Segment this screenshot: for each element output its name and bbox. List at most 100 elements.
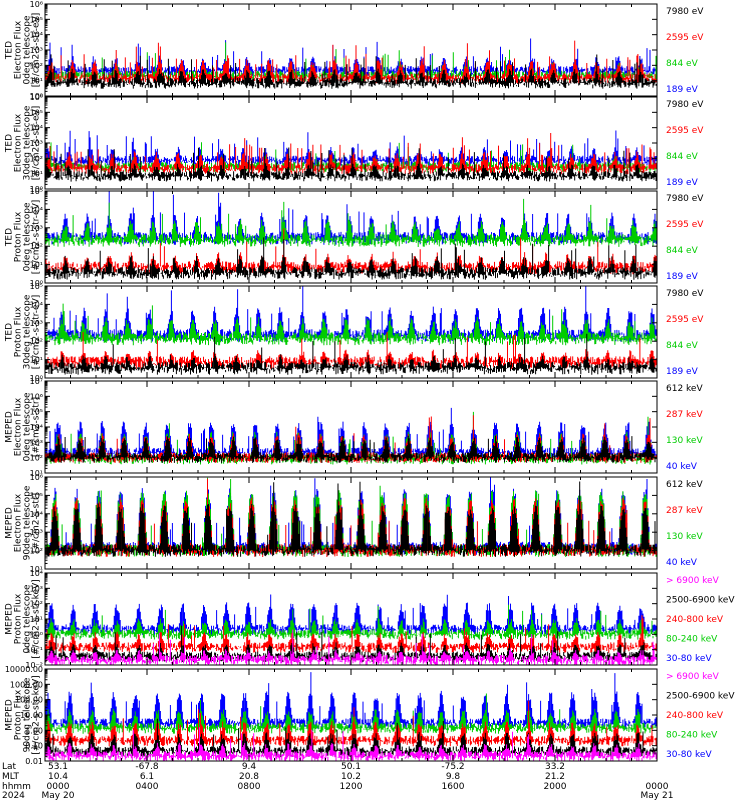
legend-entry: 612 keV <box>666 384 703 394</box>
y-tick-label: 10² <box>30 242 43 251</box>
y-tick-label: 10⁰ <box>30 630 43 639</box>
legend-entry: 287 keV <box>666 410 703 420</box>
footer-lat: 53.1 <box>48 762 68 772</box>
y-tick-label: 10⁵ <box>30 282 43 291</box>
legend-entry: 2595 eV <box>666 126 704 136</box>
series-line-80-240-kev <box>45 693 657 734</box>
footer-lat: 33.2 <box>545 762 565 772</box>
legend-entry: 130 keV <box>666 436 703 446</box>
legend-entry: 40 keV <box>666 558 698 568</box>
y-axis-title-line: 30deg telescope <box>23 294 33 369</box>
footer-date: May 20 <box>42 791 75 800</box>
legend-entry: 2500-6900 keV <box>666 692 735 702</box>
y-axis-title-line: Proton Flux <box>14 211 24 262</box>
legend-entry: 2595 eV <box>666 33 704 43</box>
y-tick-label: 10⁴ <box>30 124 43 133</box>
panel-1: 10⁰ 10¹ 10² 10³ 10⁴ 10⁵ 10⁶ TEDElectron Flux0de… <box>5 0 705 101</box>
footer-hhmm: 2000 <box>544 782 567 792</box>
y-tick-label: 100.00 <box>15 696 43 705</box>
series-line-612-kev <box>45 481 657 557</box>
legend-entry: 40 keV <box>666 462 698 472</box>
y-tick-label: 10³ <box>30 224 43 233</box>
y-tick-label: 10¹ <box>30 469 43 478</box>
y-tick-label: 10³ <box>30 46 43 55</box>
y-tick-label: 10⁴ <box>30 205 43 214</box>
legend-entry: 287 keV <box>666 506 703 516</box>
y-tick-label: 10⁶ <box>30 93 43 102</box>
y-tick-label: 10¹ <box>30 356 43 365</box>
y-axis-title-line: Electron Flux <box>14 493 24 552</box>
footer-row-label: MLT <box>2 772 20 782</box>
legend-entry: 2595 eV <box>666 315 704 325</box>
legend-entry: 240-800 keV <box>666 615 724 625</box>
y-tick-label: 10⁰ <box>30 92 43 101</box>
y-axis-title-line: [#/cm2-s-str-eV] <box>32 295 42 370</box>
y-axis-title-line: TED <box>5 228 15 247</box>
footer-hhmm: 0400 <box>136 782 159 792</box>
y-tick-label: 10⁶ <box>30 0 43 9</box>
footer-hhmm: 0800 <box>238 782 261 792</box>
y-tick-label: 10¹ <box>30 77 43 86</box>
legend-entry: 844 eV <box>666 59 699 69</box>
y-tick-label: 10000.00 <box>5 665 43 674</box>
legend-entry: 30-80 keV <box>666 654 712 664</box>
panel-2: 10⁰ 10¹ 10² 10³ 10⁴ 10⁵ 10⁶ TEDElectron Flux30d… <box>5 93 705 194</box>
y-tick-label: 10¹ <box>30 615 43 624</box>
footer-mlt: 10.2 <box>341 772 361 782</box>
y-axis-title-line: [#/cm2-s-str-keV] <box>32 579 42 658</box>
footer-hhmm: 1200 <box>340 782 363 792</box>
y-axis-title-line: 0deg telescope <box>23 392 33 462</box>
y-tick-label: 10⁴ <box>30 423 43 432</box>
y-axis-title-line: [#/cm2-s-str-eV] <box>32 200 42 275</box>
y-axis-title-line: Electron Flux <box>14 113 24 172</box>
footer-lat: -75.2 <box>441 762 464 772</box>
y-tick-label: 10¹ <box>30 565 43 574</box>
y-tick-label: 10⁻¹ <box>25 646 43 655</box>
legend-entry: 130 keV <box>666 532 703 542</box>
y-tick-label: 10¹ <box>30 261 43 270</box>
legend-entry: 189 eV <box>666 85 699 95</box>
legend-entry: 844 eV <box>666 152 699 162</box>
y-tick-label: 10³ <box>30 528 43 537</box>
footer-hhmm: 1600 <box>442 782 465 792</box>
y-axis-title: MEPEDElectron Flux0deg telescope[#/cm2-s… <box>5 392 42 462</box>
y-tick-label: 10⁰ <box>30 374 43 383</box>
y-tick-label: 0.10 <box>25 742 43 751</box>
legend-entry: 189 eV <box>666 367 699 377</box>
legend-entry: 189 eV <box>666 178 699 188</box>
legend-entry: 30-80 keV <box>666 750 712 760</box>
y-tick-label: 10⁶ <box>30 473 43 482</box>
panel-4: 10⁰ 10¹ 10² 10³ 10⁴ 10⁵ TEDProton Flux30deg te… <box>5 282 705 383</box>
y-axis-title-line: TED <box>5 134 15 153</box>
legend-entry: 612 keV <box>666 480 703 490</box>
legend-entry: 7980 eV <box>666 194 704 204</box>
y-axis-title-line: TED <box>5 323 15 342</box>
y-axis-title: MEPEDProton Flux90deg telescope[#/cm2-s-… <box>5 675 42 754</box>
footer-lat: 9.4 <box>242 762 257 772</box>
footer-hhmm: 0000 <box>646 782 669 792</box>
y-axis-title-line: 90deg telescope <box>23 485 33 560</box>
y-tick-label: 10³ <box>30 319 43 328</box>
legend-entry: 189 eV <box>666 272 699 282</box>
y-axis-title-line: 30deg telescope <box>23 105 33 180</box>
series-line-7980-ev <box>45 147 657 182</box>
y-tick-label: 10² <box>30 547 43 556</box>
y-axis-title: MEPEDElectron Flux90deg telescope[#/cm2-… <box>5 485 42 560</box>
series-line-844-ev <box>45 198 657 247</box>
footer-row-label: Lat <box>2 762 17 772</box>
footer-lat: 50.1 <box>341 762 361 772</box>
y-tick-label: 10.00 <box>20 711 43 720</box>
y-tick-label: 10² <box>30 337 43 346</box>
footer-mlt: 9.8 <box>446 772 461 782</box>
y-tick-label: 10⁵ <box>30 491 43 500</box>
legend-entry: 844 eV <box>666 246 699 256</box>
y-tick-label: 10⁰ <box>30 185 43 194</box>
y-tick-label: 10⁵ <box>30 408 43 417</box>
y-tick-label: 10⁴ <box>30 31 43 40</box>
y-axis-title-line: Proton Flux <box>14 689 24 740</box>
footer-row-label: hhmm <box>2 782 31 792</box>
y-axis-title-line: MEPED <box>5 507 15 539</box>
y-tick-label: 10⁷ <box>30 377 43 386</box>
series-line-40-kev <box>45 407 657 459</box>
legend-entry: 7980 eV <box>666 289 704 299</box>
